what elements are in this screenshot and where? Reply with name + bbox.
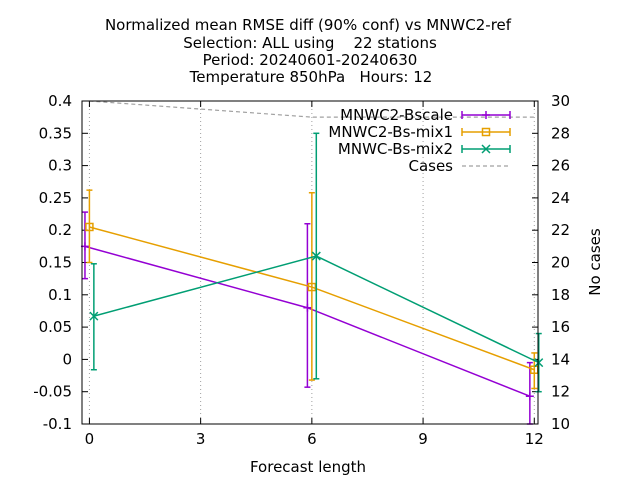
y-tick-label: 0.25 [39, 189, 72, 207]
axis-ticks: 0 3 6 9 12 -0.1 -0.05 0 0.05 0.1 0.15 0.2 0.25 0.3 0.3… [33, 92, 570, 448]
point-marker-x [534, 358, 544, 368]
legend: MNWC2-BscaleMNWC2-Bs-mix1MNWC-Bs-mix2Cas… [328, 106, 511, 175]
y-tick-label: 0 [62, 350, 72, 368]
x-axis-label: Forecast length [250, 458, 366, 476]
chart-title: Normalized mean RMSE diff (90% conf) vs … [105, 16, 512, 86]
x-tick-label: 9 [418, 430, 428, 448]
y2-tick-label: 16 [551, 318, 570, 336]
y-tick-label: 0.05 [39, 318, 72, 336]
legend-label: MNWC-Bs-mix2 [338, 140, 453, 158]
x-tick-label: 6 [307, 430, 317, 448]
legend-label: MNWC2-Bscale [340, 106, 453, 124]
y-tick-label: 0.3 [48, 157, 72, 175]
y2-tick-label: 12 [551, 383, 570, 401]
title-line-2: Selection: ALL using 22 stations [183, 34, 437, 52]
title-line-3: Period: 20240601-20240630 [203, 51, 418, 69]
legend-label: MNWC2-Bs-mix1 [328, 123, 453, 141]
y2-tick-label: 18 [551, 286, 570, 304]
y-tick-label: 0.2 [48, 221, 72, 239]
series-layer [80, 100, 544, 425]
y2-tick-label: 30 [551, 92, 570, 110]
y2-tick-label: 20 [551, 254, 570, 272]
point-marker-x [89, 311, 99, 321]
x-tick-label: 12 [525, 430, 544, 448]
x-tick-label: 3 [196, 430, 206, 448]
plot-frame [81, 100, 539, 425]
point-marker-square [481, 127, 491, 137]
point-marker-square [307, 282, 317, 292]
y-tick-label: 0.35 [39, 124, 72, 142]
y2-tick-label: 26 [551, 157, 570, 175]
y2-tick-label: 10 [551, 415, 570, 433]
y2-tick-label: 22 [551, 221, 570, 239]
y-tick-label: 0.4 [48, 92, 72, 110]
title-line-1: Normalized mean RMSE diff (90% conf) vs … [105, 16, 512, 34]
x-tick-label: 0 [85, 430, 95, 448]
series-line-cases [89, 100, 535, 118]
y-tick-label: 0.15 [39, 254, 72, 272]
legend-label: Cases [408, 157, 453, 175]
y2-tick-label: 28 [551, 124, 570, 142]
y2-axis-label: No cases [586, 228, 604, 296]
point-marker-x [311, 251, 321, 261]
y2-tick-label: 24 [551, 189, 570, 207]
y-tick-label: 0.1 [48, 286, 72, 304]
title-line-4: Temperature 850hPa Hours: 12 [189, 68, 433, 86]
y2-tick-label: 14 [551, 350, 570, 368]
point-marker-square [85, 222, 94, 232]
point-marker-x [481, 144, 491, 154]
y-tick-label: -0.05 [33, 383, 72, 401]
y-tick-label: -0.1 [43, 415, 72, 433]
